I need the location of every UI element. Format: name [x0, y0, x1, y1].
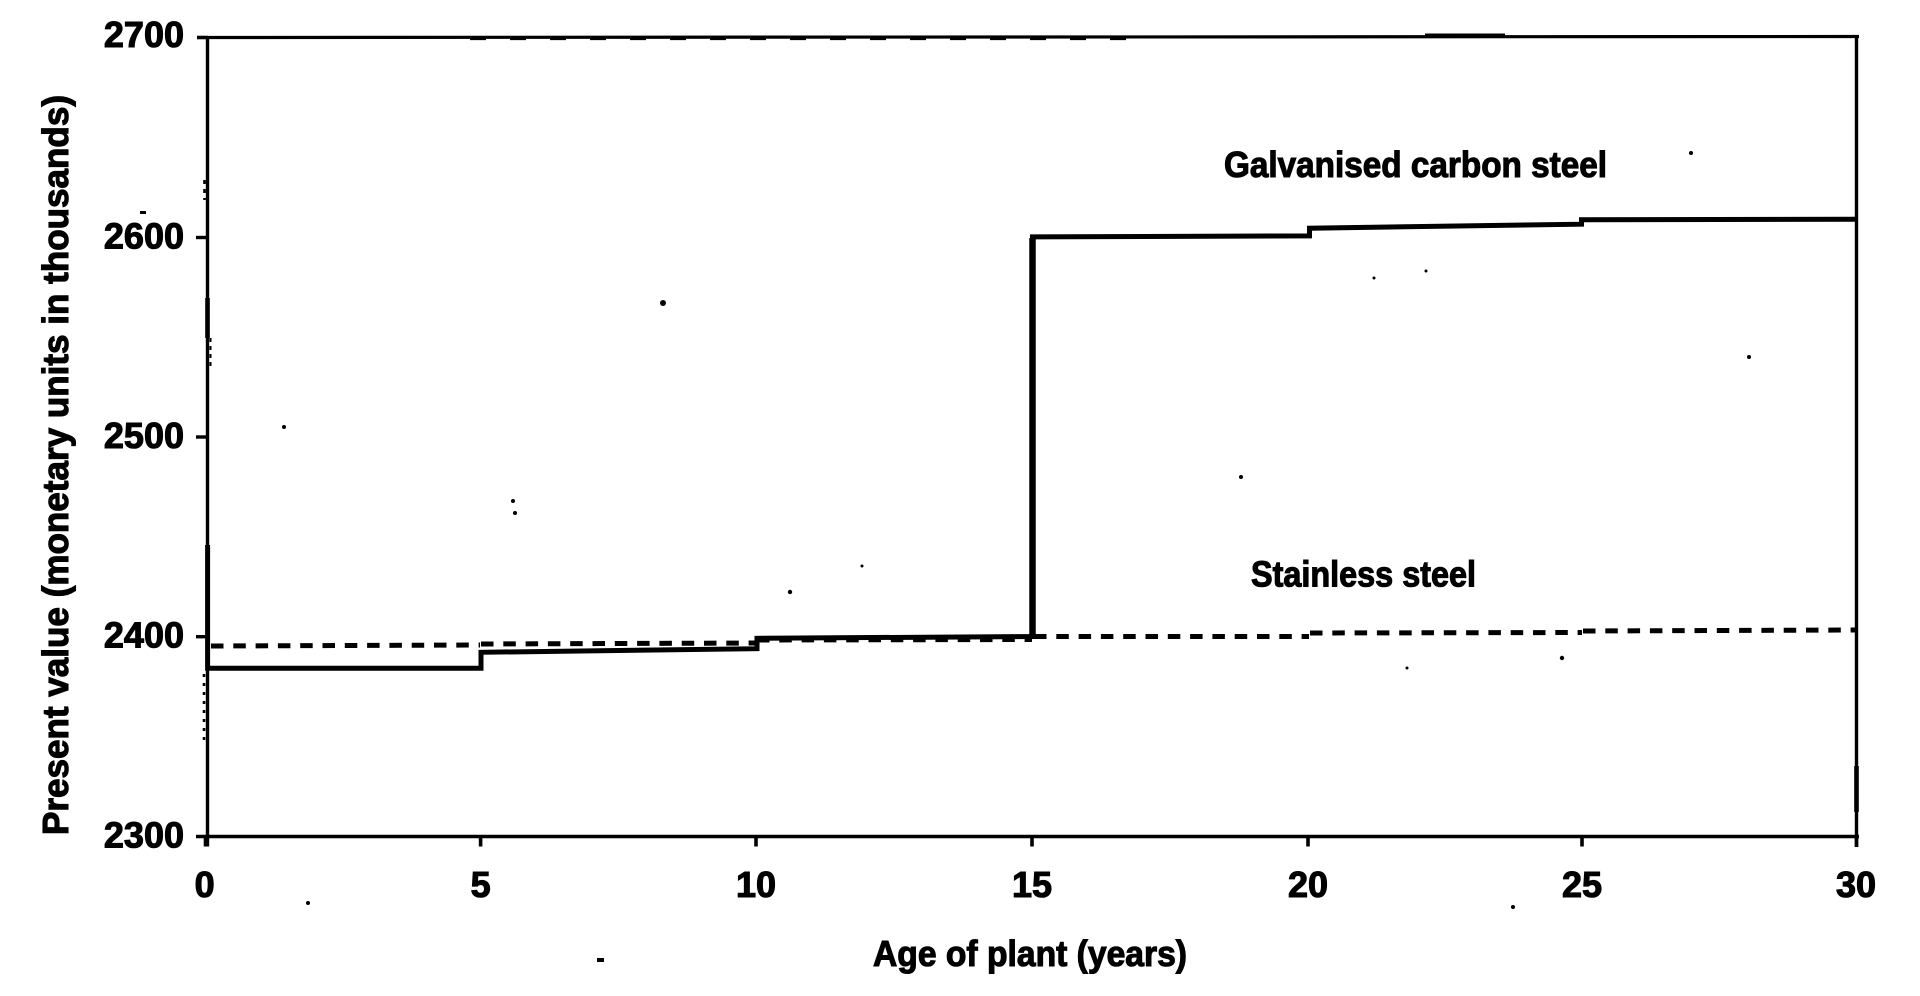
- svg-text:2500: 2500: [104, 415, 184, 456]
- svg-text:15: 15: [1012, 864, 1052, 905]
- svg-text:5: 5: [471, 864, 491, 905]
- svg-text:Present value (monetary units: Present value (monetary units in thousan…: [35, 95, 76, 835]
- svg-text:2300: 2300: [104, 815, 184, 856]
- svg-text:2600: 2600: [104, 216, 184, 257]
- svg-text:Stainless steel: Stainless steel: [1251, 554, 1476, 595]
- svg-text:0: 0: [195, 864, 215, 905]
- svg-text:25: 25: [1562, 864, 1602, 905]
- svg-text:Age of plant (years): Age of plant (years): [873, 933, 1187, 974]
- svg-text:10: 10: [736, 864, 776, 905]
- svg-text:30: 30: [1836, 864, 1876, 905]
- svg-text:20: 20: [1288, 864, 1328, 905]
- svg-text:2400: 2400: [104, 615, 184, 656]
- svg-text:Galvanised carbon steel: Galvanised carbon steel: [1224, 144, 1607, 185]
- svg-text:2700: 2700: [104, 14, 184, 55]
